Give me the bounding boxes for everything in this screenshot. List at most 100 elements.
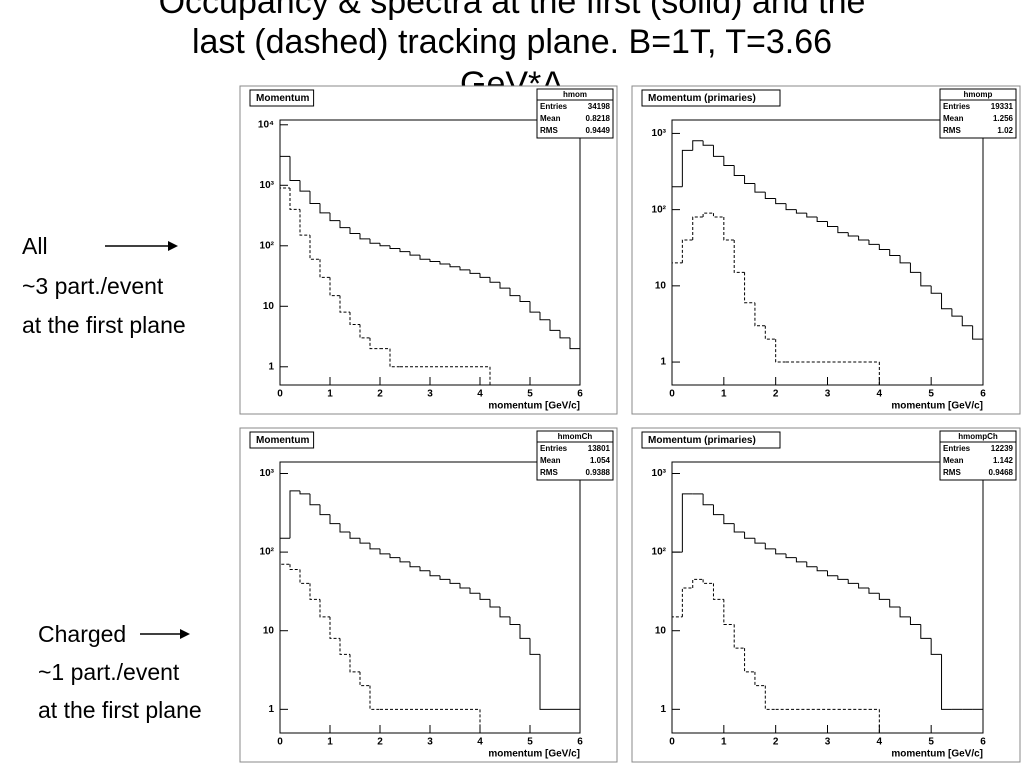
histogram-bin xyxy=(279,537,290,733)
histogram-bin xyxy=(489,277,500,283)
histogram-bin xyxy=(733,165,745,177)
panel xyxy=(239,85,618,415)
histogram-bin xyxy=(539,654,550,710)
histogram-bin xyxy=(349,532,360,539)
histogram-bin xyxy=(744,175,755,185)
y-tick-label: 10 xyxy=(655,280,667,291)
histogram-bin xyxy=(479,273,490,278)
histogram-bin xyxy=(702,212,714,218)
histogram-bin xyxy=(671,262,683,385)
histogram-bin xyxy=(899,607,911,618)
histogram-bin xyxy=(329,616,340,639)
histogram-bin xyxy=(419,566,430,572)
histogram-bin xyxy=(369,543,380,550)
histogram-bin xyxy=(339,523,350,533)
histogram-bin xyxy=(359,671,370,687)
histogram-bin xyxy=(319,203,330,214)
stats-value: 1.256 xyxy=(993,114,1014,123)
y-tick-label: 10³ xyxy=(652,468,667,479)
histogram-bin xyxy=(712,145,724,157)
panel xyxy=(239,427,618,763)
x-tick-label: 4 xyxy=(477,737,483,748)
stats-box xyxy=(536,88,614,139)
histogram-bin xyxy=(775,548,787,555)
histogram-bin xyxy=(951,308,963,317)
x-tick-label: 2 xyxy=(773,737,779,748)
histogram-bin xyxy=(289,564,300,571)
histogram-bin xyxy=(499,607,510,618)
histogram-bin xyxy=(299,490,310,495)
annotation: All xyxy=(22,233,48,259)
slide-title: last (dashed) tracking plane. B=1T, T=3.… xyxy=(192,23,832,61)
histogram-bin xyxy=(309,191,320,205)
histogram-bin xyxy=(439,575,450,580)
annotation: ~1 part./event xyxy=(38,659,180,685)
histogram-bin xyxy=(972,325,983,340)
histogram-bin xyxy=(754,538,766,544)
histogram-bin xyxy=(723,514,735,525)
histogram-bin xyxy=(469,269,480,274)
x-tick-label: 0 xyxy=(669,389,675,400)
panel-title-box xyxy=(249,89,315,107)
histogram-bin xyxy=(389,553,400,559)
histogram-bin xyxy=(309,583,320,600)
y-tick-label: 10³ xyxy=(260,180,275,191)
stats-label: Entries xyxy=(540,444,568,453)
histogram-bin xyxy=(909,616,921,625)
histogram-bin xyxy=(519,295,530,302)
histogram-bin xyxy=(339,220,350,229)
stats-label: RMS xyxy=(540,468,558,477)
x-axis-label: momentum [GeV/c] xyxy=(488,401,580,412)
stats-label: Mean xyxy=(540,456,561,465)
histogram-bin xyxy=(806,561,818,568)
histogram-bin xyxy=(349,654,360,673)
stats-value: 0.8218 xyxy=(586,114,611,123)
y-tick-label: 1 xyxy=(660,704,666,715)
y-tick-label: 10 xyxy=(655,625,667,636)
histogram-bin xyxy=(723,599,735,625)
histogram-bin xyxy=(459,583,470,589)
histogram-bin xyxy=(459,266,470,271)
histogram-bin xyxy=(827,221,838,228)
histogram-bin xyxy=(349,312,360,326)
histogram-bin xyxy=(702,140,714,146)
histogram-bin xyxy=(319,599,330,618)
histogram-bin xyxy=(449,264,460,268)
histogram-bin xyxy=(681,149,693,187)
x-tick-label: 2 xyxy=(377,737,383,748)
histogram-bin xyxy=(764,543,776,550)
histogram-bin xyxy=(775,198,787,205)
histogram-bin xyxy=(878,362,890,386)
stats-name: hmomp xyxy=(964,90,993,99)
stats-value: 0.9468 xyxy=(989,468,1014,477)
histogram-bin xyxy=(712,504,724,516)
histogram-bin xyxy=(692,578,704,588)
histogram-bin xyxy=(419,255,430,260)
histogram-bin xyxy=(439,261,450,265)
y-tick-label: 10² xyxy=(260,547,275,558)
x-tick-label: 0 xyxy=(277,737,283,748)
x-tick-label: 1 xyxy=(721,389,727,400)
x-axis-label: momentum [GeV/c] xyxy=(891,749,983,760)
histogram-bin xyxy=(868,587,880,594)
annotation: Charged xyxy=(38,621,126,647)
histogram-bin xyxy=(764,192,776,199)
x-axis-label: momentum [GeV/c] xyxy=(891,401,983,412)
histogram-bin xyxy=(339,295,350,313)
y-tick-label: 10³ xyxy=(260,468,275,479)
histogram-bin xyxy=(369,337,380,350)
histogram-bin xyxy=(671,616,683,733)
y-tick-label: 1 xyxy=(660,357,666,368)
y-tick-label: 1 xyxy=(268,361,274,372)
histogram-bin xyxy=(754,671,766,687)
panel-title-box xyxy=(641,89,781,107)
histogram-bin xyxy=(941,293,952,310)
histogram-bin xyxy=(723,217,735,241)
histogram-bin xyxy=(429,570,440,577)
histogram-bin xyxy=(529,301,540,313)
panel-title: Momentum (primaries) xyxy=(648,93,756,104)
y-tick-label: 1 xyxy=(268,704,274,715)
x-tick-label: 1 xyxy=(721,737,727,748)
